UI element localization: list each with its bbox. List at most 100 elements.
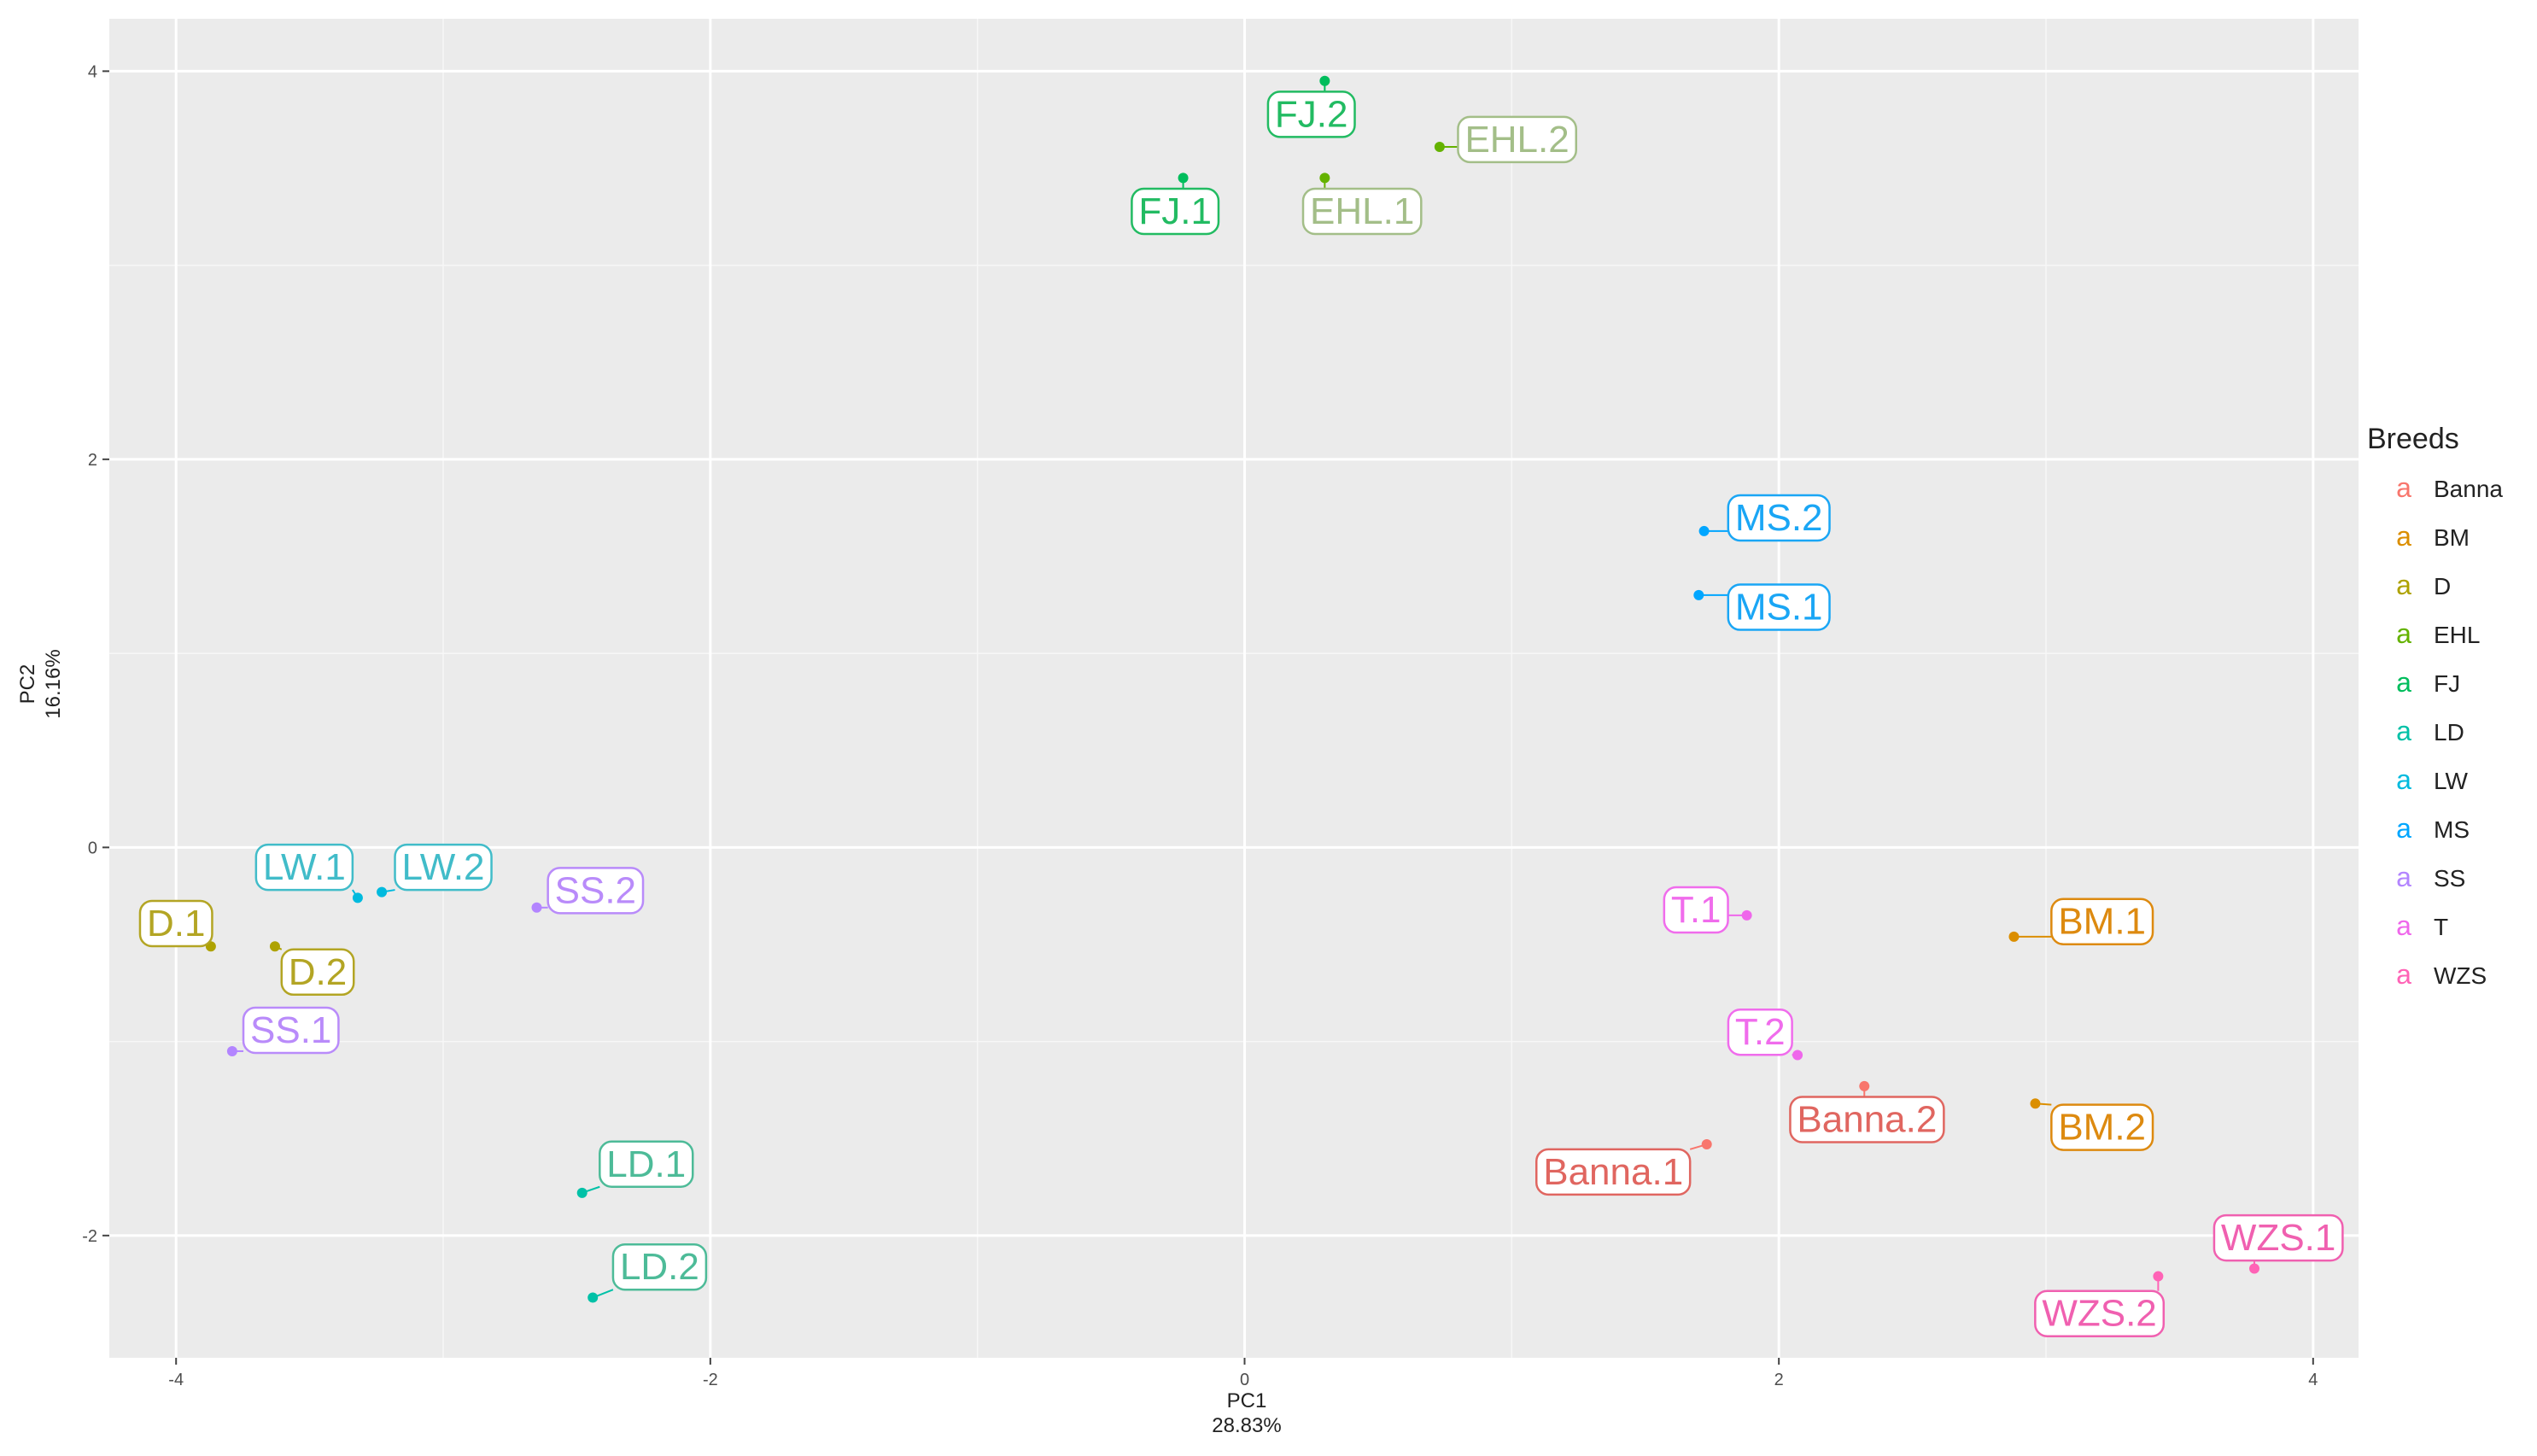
label-box-frame xyxy=(254,843,354,892)
label-box: SS.1 xyxy=(242,1006,340,1055)
label-box-frame xyxy=(138,899,213,948)
legend-label: SS xyxy=(2434,865,2465,892)
legend-key: a xyxy=(2396,618,2411,649)
legend-label: FJ xyxy=(2434,670,2460,697)
minor-gridlines xyxy=(109,19,2359,1358)
label-box: LW.1 xyxy=(254,843,354,892)
point-label: D.2 xyxy=(289,951,347,993)
data-point xyxy=(2153,1271,2164,1282)
data-point xyxy=(1178,172,1189,184)
legend-label: MS xyxy=(2434,816,2470,843)
point-label: FJ.2 xyxy=(1275,93,1348,135)
data-point xyxy=(1859,1080,1870,1091)
label-box: T.2 xyxy=(1727,1008,1793,1056)
data-point xyxy=(1319,75,1330,86)
data-point xyxy=(1698,525,1710,536)
label-box: D.2 xyxy=(280,948,355,997)
legend-label: Banna xyxy=(2434,476,2503,502)
label-box: LW.2 xyxy=(394,843,493,892)
label-box-frame xyxy=(1534,1148,1692,1196)
label-box-frame xyxy=(1663,886,1729,934)
label-box: FJ.2 xyxy=(1266,91,1356,138)
label-box-frame xyxy=(599,1140,694,1189)
label-box: Banna.2 xyxy=(1789,1096,1945,1143)
label-box-frame xyxy=(611,1243,708,1291)
y-tick-label: 4 xyxy=(88,62,97,81)
point-label: BM.1 xyxy=(2058,901,2146,943)
point-label: LD.1 xyxy=(606,1143,686,1185)
point-label: LD.2 xyxy=(620,1246,699,1288)
label-box-frame xyxy=(1727,494,1831,542)
legend-key: a xyxy=(2396,862,2411,892)
point-label: MS.2 xyxy=(1735,497,1823,539)
point-label: WZS.1 xyxy=(2221,1217,2335,1259)
x-tick-label: 4 xyxy=(2308,1371,2318,1389)
label-box-frame xyxy=(2034,1289,2166,1337)
data-point xyxy=(1693,589,1704,600)
label-box: EHL.1 xyxy=(1301,187,1423,236)
point-label: T.2 xyxy=(1735,1011,1786,1053)
label-box-frame xyxy=(1789,1096,1945,1143)
label-box-frame xyxy=(2213,1213,2344,1262)
point-label: T.1 xyxy=(1671,889,1722,931)
data-point xyxy=(377,886,388,898)
label-box: LD.1 xyxy=(599,1140,694,1189)
point-label: Banna.2 xyxy=(1797,1098,1937,1140)
label-box: EHL.2 xyxy=(1457,115,1577,164)
label-box: MS.1 xyxy=(1727,583,1831,631)
point-label: SS.1 xyxy=(250,1009,331,1051)
point-label: SS.2 xyxy=(555,869,636,911)
data-point xyxy=(2008,931,2020,942)
label-box: BM.2 xyxy=(2050,1103,2154,1151)
point-label: LW.2 xyxy=(402,846,485,888)
legend-key: a xyxy=(2396,910,2411,941)
point-label: MS.1 xyxy=(1735,587,1823,629)
point-label: LW.1 xyxy=(263,846,346,888)
legend-label: T xyxy=(2434,914,2448,940)
plot-panel xyxy=(109,19,2359,1358)
x-tick-label: 0 xyxy=(1240,1371,1249,1389)
legend-label: WZS xyxy=(2434,962,2487,989)
label-box-frame xyxy=(280,948,355,997)
legend-key: a xyxy=(2396,521,2411,552)
legend-key: a xyxy=(2396,813,2411,844)
legend-label: D xyxy=(2434,573,2451,599)
point-labels: Banna.1 Banna.2 BM.1 BM.2 D.1 D.2 EHL.1 EHL.2 FJ… xyxy=(138,91,2344,1337)
label-box-frame xyxy=(1727,583,1831,631)
x-tick-label: -4 xyxy=(168,1371,184,1389)
data-point xyxy=(226,1045,237,1056)
legend-key: a xyxy=(2396,667,2411,698)
point-label: BM.2 xyxy=(2058,1107,2146,1149)
legend-key: a xyxy=(2396,716,2411,746)
label-box-frame xyxy=(1301,187,1423,236)
point-label: FJ.1 xyxy=(1138,190,1212,232)
label-box: LD.2 xyxy=(611,1243,708,1291)
label-box-frame xyxy=(2050,898,2154,945)
data-point xyxy=(531,902,542,913)
data-point xyxy=(1701,1139,1712,1150)
y-tick-label: 0 xyxy=(88,839,97,857)
x-axis-subtitle: 28.83% xyxy=(1212,1414,1281,1437)
label-box: FJ.1 xyxy=(1131,187,1220,236)
data-point xyxy=(352,892,363,903)
point-label: EHL.1 xyxy=(1310,190,1414,232)
y-tick-label: 2 xyxy=(88,451,97,470)
axis-ticks: -4 -2 0 2 4 -2 0 2 4 xyxy=(82,62,2318,1389)
point-label: Banna.1 xyxy=(1543,1151,1683,1193)
data-point xyxy=(1741,909,1752,921)
data-point xyxy=(269,941,280,952)
point-label: WZS.2 xyxy=(2042,1293,2156,1335)
x-tick-label: 2 xyxy=(1774,1371,1784,1389)
label-box: WZS.2 xyxy=(2034,1289,2166,1337)
y-tick-label: -2 xyxy=(82,1227,97,1246)
legend-key: a xyxy=(2396,959,2411,990)
y-axis-title: PC2 xyxy=(16,664,39,705)
label-box-frame xyxy=(2050,1103,2154,1151)
label-box: D.1 xyxy=(138,899,213,948)
data-point xyxy=(1319,172,1330,184)
label-box: Banna.1 xyxy=(1534,1148,1692,1196)
label-box-frame xyxy=(1727,1008,1793,1056)
